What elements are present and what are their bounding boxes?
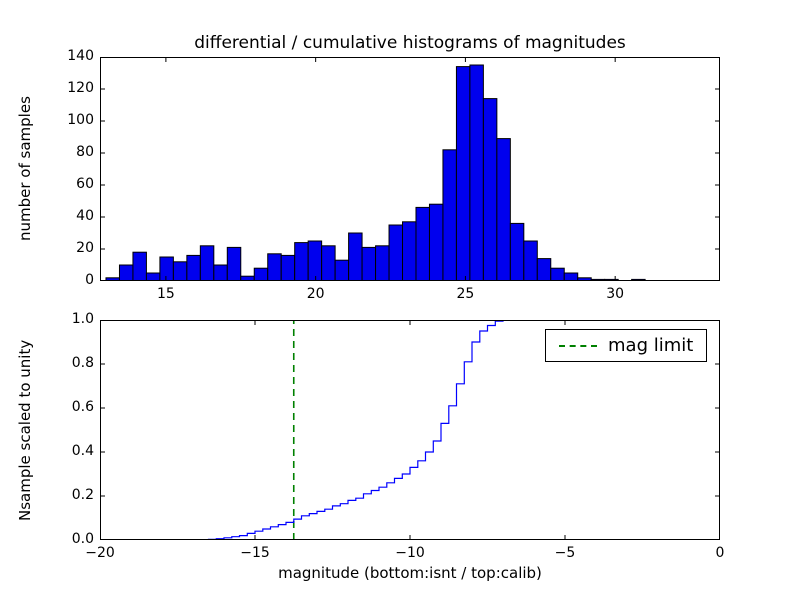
- tick-label: 0.4: [71, 443, 94, 459]
- x-axis-label: magnitude (bottom:isnt / top:calib): [278, 564, 542, 582]
- tick-label: 80: [76, 144, 94, 160]
- tick-label: 0.2: [71, 487, 94, 503]
- tick-label: 100: [67, 112, 94, 128]
- tick-label: 0.6: [71, 399, 94, 415]
- tick-label: −10: [395, 545, 425, 561]
- tick-label: 1.0: [71, 311, 94, 327]
- tick-label: 40: [76, 208, 94, 224]
- tick-label: 15: [156, 286, 175, 302]
- cumulative-plot: [99, 319, 721, 541]
- tick-label: 0.8: [71, 355, 94, 371]
- tick-label: −5: [554, 545, 576, 561]
- tick-label: 0: [715, 545, 725, 561]
- bottom-ylabel: Nsample scaled to unity: [16, 339, 34, 521]
- tick-label: 0: [85, 272, 94, 288]
- tick-label: 30: [606, 286, 625, 302]
- chart-title: differential / cumulative histograms of …: [194, 33, 626, 53]
- top-ylabel: number of samples: [16, 96, 34, 242]
- tick-label: 0.0: [71, 531, 94, 547]
- tick-label: 120: [67, 80, 94, 96]
- top-axes-differential-histogram: [100, 56, 720, 282]
- histogram-plot: [100, 56, 720, 282]
- tick-label: 140: [67, 48, 94, 64]
- legend-dashed-line-sample: [559, 344, 597, 347]
- tick-label: −20: [85, 545, 115, 561]
- tick-label: 60: [76, 176, 94, 192]
- legend-label: mag limit: [608, 335, 694, 356]
- tick-label: 20: [76, 240, 94, 256]
- tick-label: −15: [240, 545, 270, 561]
- tick-label: 20: [306, 286, 325, 302]
- tick-label: 25: [456, 286, 475, 302]
- bottom-axes-cumulative-histogram: [99, 319, 721, 541]
- legend: mag limit: [545, 329, 708, 362]
